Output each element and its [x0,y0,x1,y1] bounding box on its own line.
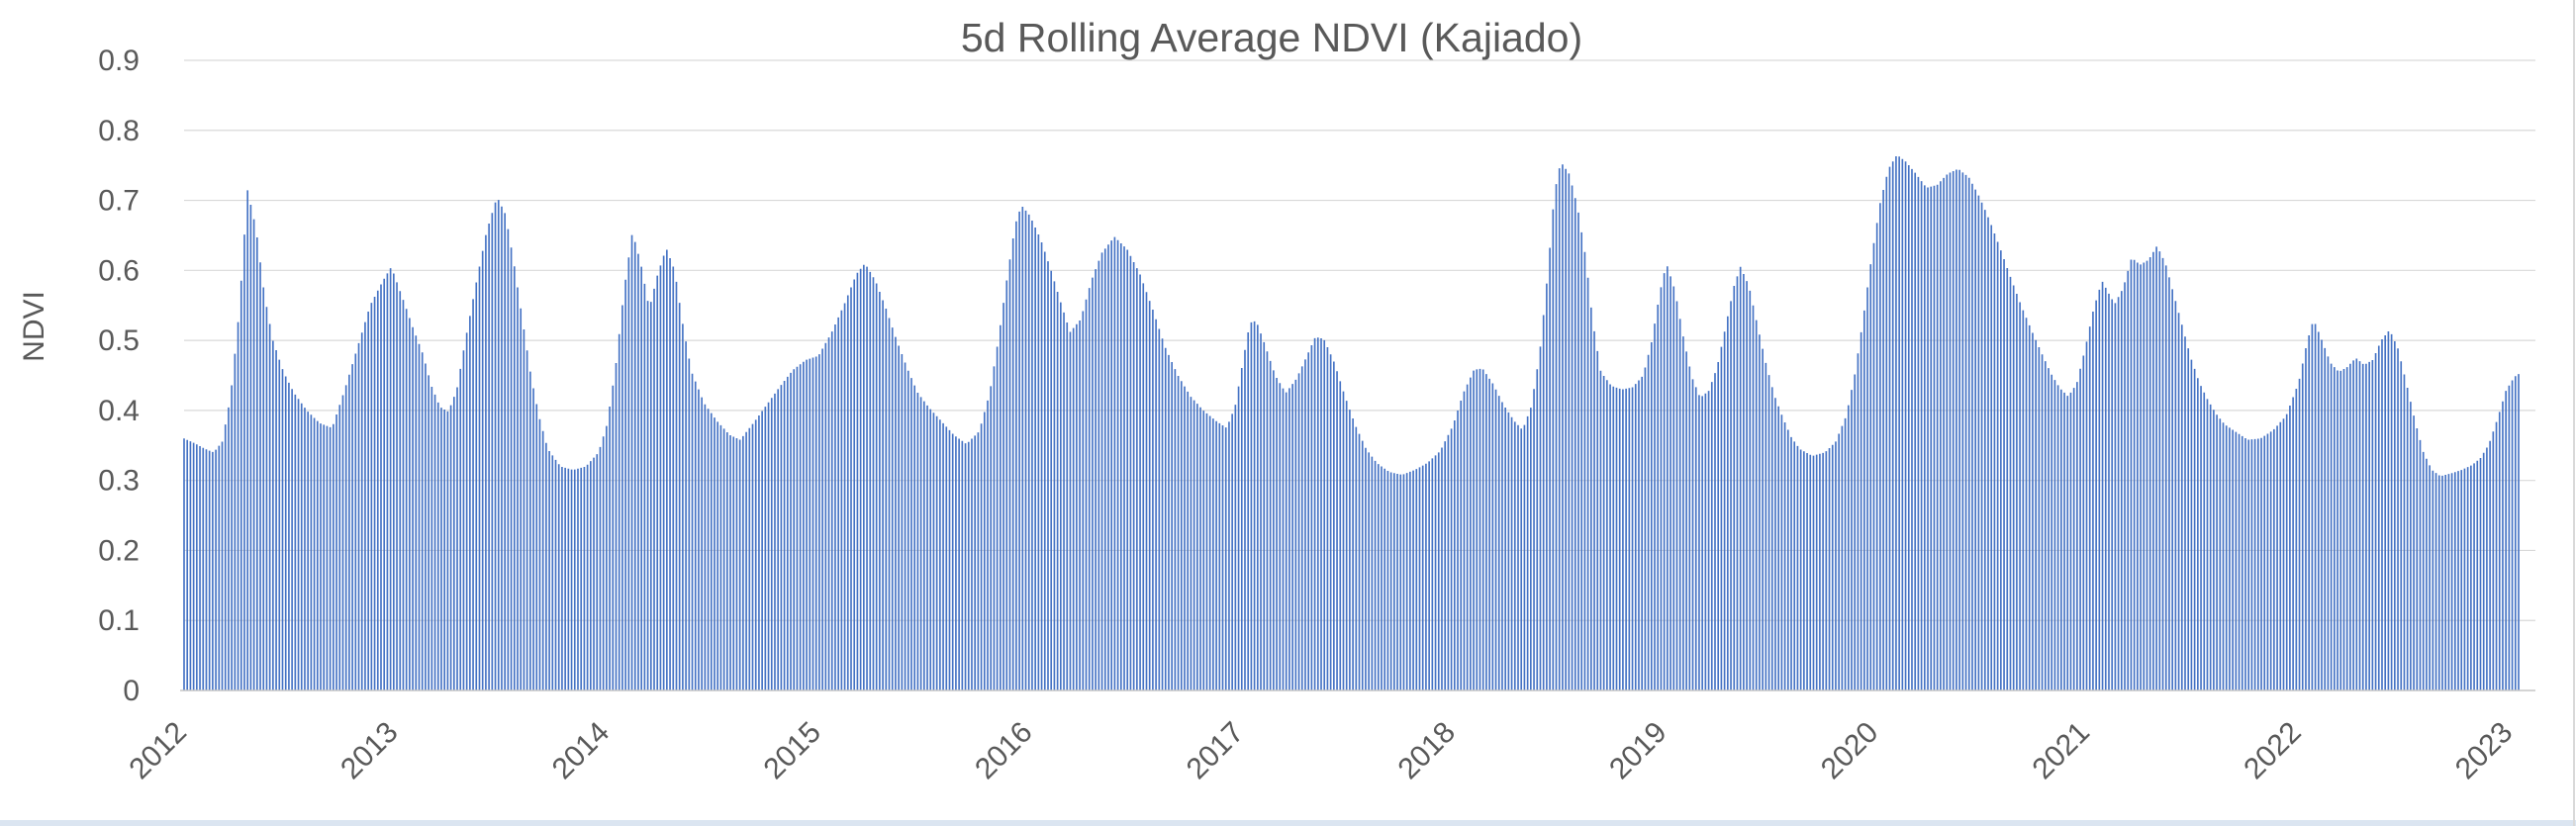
y-tick-labels: 0 0.1 0.2 0.3 0.4 0.5 0.6 0.7 0.8 0.9 [98,45,140,707]
svg-text:0.6: 0.6 [98,254,140,287]
svg-text:2013: 2013 [334,716,405,786]
svg-text:0.4: 0.4 [98,395,140,427]
svg-text:2023: 2023 [2449,716,2520,786]
svg-text:0: 0 [123,675,140,707]
gridlines [184,59,2535,621]
window-right-border [2573,0,2575,826]
svg-text:0.5: 0.5 [98,324,140,357]
svg-text:0.7: 0.7 [98,185,140,218]
bar-series [183,155,2520,690]
window-bottom-strip [0,820,2576,826]
svg-text:0.3: 0.3 [98,465,140,498]
y-axis-title: NDVI [18,291,50,362]
x-tick-labels: 2012 2013 2014 2015 2016 2017 2018 2019 2020 2021… [123,716,2519,786]
svg-text:2021: 2021 [2027,716,2097,786]
svg-text:2012: 2012 [123,716,193,786]
svg-text:0.1: 0.1 [98,604,140,637]
chart-title: 5d Rolling Average NDVI (Kajiado) [961,15,1582,60]
svg-text:2022: 2022 [2238,716,2308,786]
svg-text:2020: 2020 [1815,716,1885,786]
svg-text:2016: 2016 [969,716,1039,786]
svg-text:2019: 2019 [1603,716,1673,786]
svg-text:2014: 2014 [546,716,617,786]
svg-text:0.9: 0.9 [98,45,140,77]
svg-text:0.2: 0.2 [98,534,140,567]
svg-text:2018: 2018 [1391,716,1462,786]
svg-text:2015: 2015 [757,716,827,786]
svg-text:0.8: 0.8 [98,115,140,147]
svg-text:2017: 2017 [1181,716,1251,786]
